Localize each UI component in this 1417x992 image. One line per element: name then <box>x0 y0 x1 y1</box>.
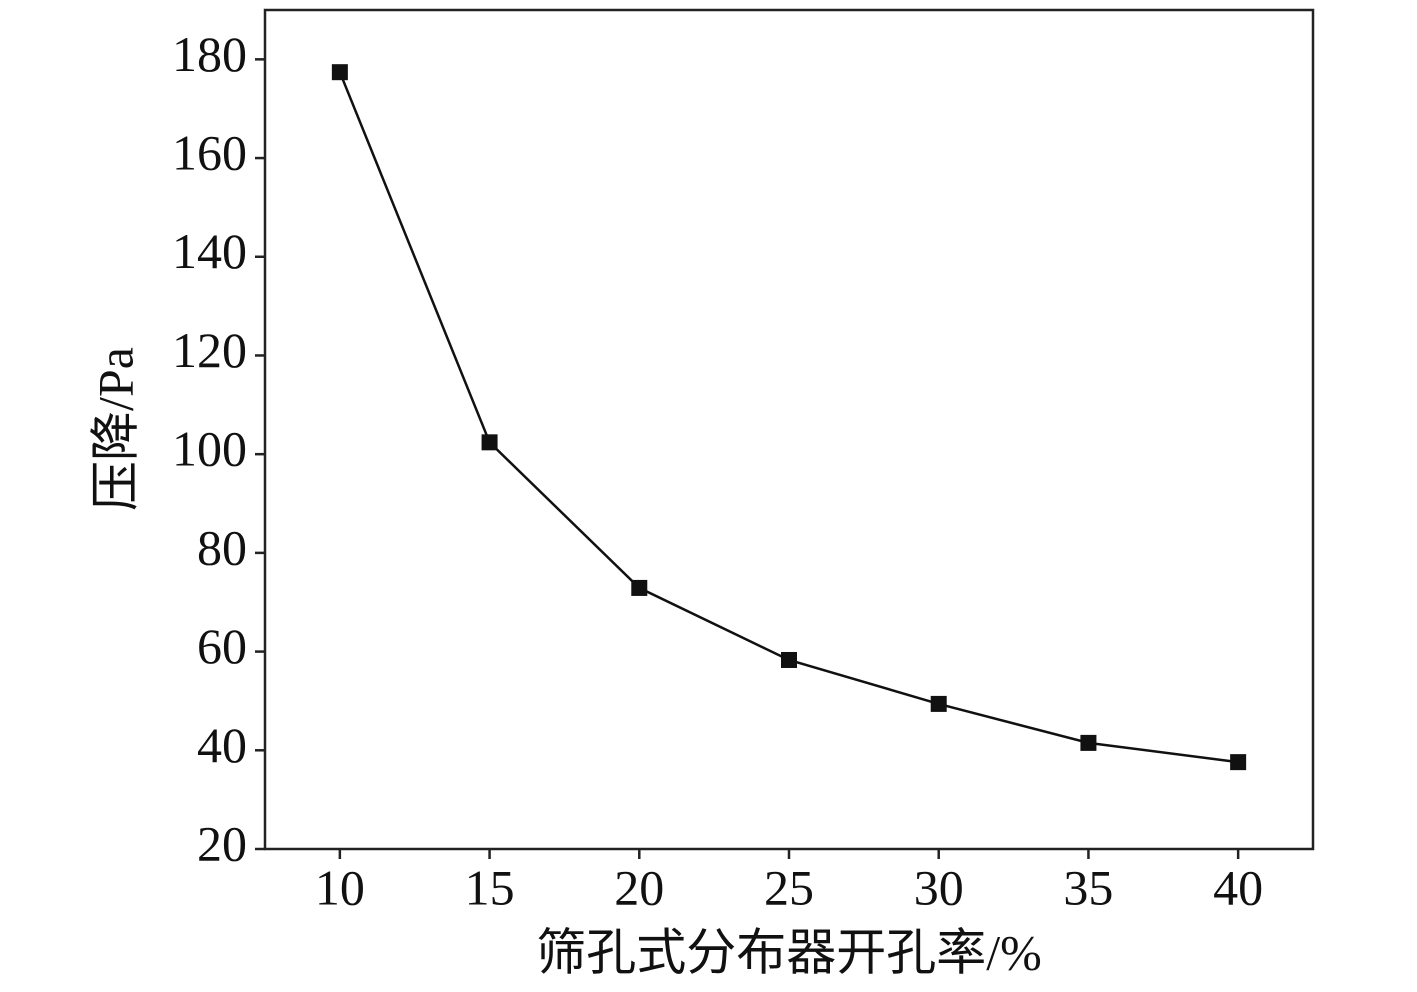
y-tick-label: 180 <box>172 26 247 82</box>
y-tick-label: 160 <box>172 125 247 181</box>
data-point <box>481 434 498 451</box>
y-tick-label: 80 <box>197 519 247 575</box>
x-tick-label: 40 <box>1213 859 1263 915</box>
y-tick-label: 20 <box>197 815 247 871</box>
x-axis-label: 筛孔式分布器开孔率/% <box>536 924 1042 980</box>
x-tick-label: 10 <box>315 859 365 915</box>
data-point <box>631 579 648 596</box>
plot-frame <box>263 8 1315 851</box>
x-tick-label: 35 <box>1063 859 1113 915</box>
x-tick-label: 30 <box>914 859 964 915</box>
data-point <box>781 651 797 668</box>
x-tick-label: 20 <box>614 859 664 915</box>
y-tick-label: 140 <box>172 223 247 279</box>
y-axis-label: 压降/Pa <box>87 347 143 511</box>
data-point <box>331 64 348 81</box>
data-point <box>1230 754 1247 771</box>
data-point <box>930 695 947 712</box>
y-tick-label: 120 <box>172 322 247 378</box>
x-tick-label: 25 <box>764 859 814 915</box>
y-tick-label: 100 <box>172 421 247 477</box>
y-tick-label: 60 <box>197 618 247 674</box>
x-tick-label: 15 <box>465 859 515 915</box>
y-tick-label: 40 <box>197 717 247 773</box>
data-point <box>1080 734 1097 751</box>
